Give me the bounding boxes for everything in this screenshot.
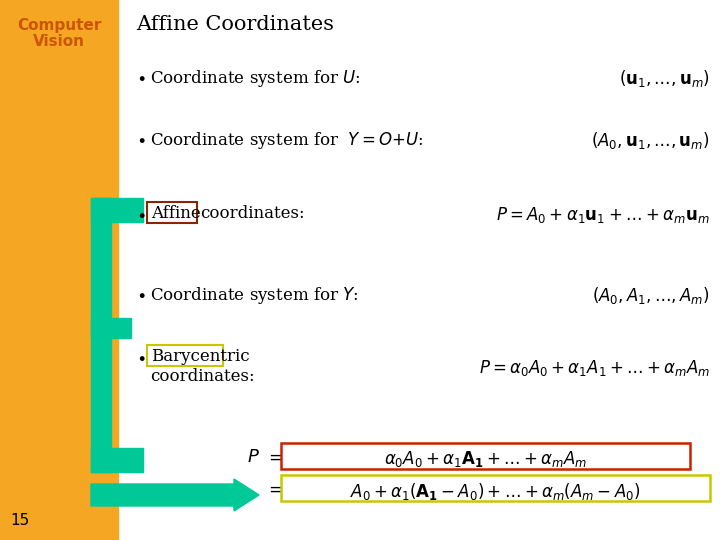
Text: Vision: Vision <box>33 34 85 49</box>
Text: $\alpha_0 A_0 + \alpha_1 \mathbf{A_1} + \ldots + \alpha_m A_m$: $\alpha_0 A_0 + \alpha_1 \mathbf{A_1} + … <box>384 449 587 469</box>
Text: $(A_0, A_1, \ldots, A_m)$: $(A_0, A_1, \ldots, A_m)$ <box>593 285 710 306</box>
Text: $\bullet$: $\bullet$ <box>136 348 145 366</box>
Bar <box>91 318 131 338</box>
Text: Affine: Affine <box>151 205 201 222</box>
Text: $P = A_0 + \alpha_1\mathbf{u}_1 + \ldots + \alpha_m\mathbf{u}_m$: $P = A_0 + \alpha_1\mathbf{u}_1 + \ldots… <box>496 205 710 225</box>
Text: 15: 15 <box>10 513 30 528</box>
Text: $P$: $P$ <box>247 448 260 466</box>
FancyBboxPatch shape <box>147 202 197 223</box>
Text: $(\mathbf{u}_1, \ldots, \mathbf{u}_m)$: $(\mathbf{u}_1, \ldots, \mathbf{u}_m)$ <box>619 68 710 89</box>
Bar <box>91 448 143 472</box>
Text: $\bullet$: $\bullet$ <box>136 285 145 303</box>
Bar <box>0 0 118 540</box>
Text: Coordinate system for $\mathit{Y}$:: Coordinate system for $\mathit{Y}$: <box>150 285 359 306</box>
Text: coordinates:: coordinates: <box>200 205 305 222</box>
Bar <box>91 198 143 222</box>
Text: Coordinate system for  $\mathit{Y{=}O{+}U}$:: Coordinate system for $\mathit{Y{=}O{+}U… <box>150 130 423 151</box>
Text: $\bullet$: $\bullet$ <box>136 68 145 86</box>
Text: Affine Coordinates: Affine Coordinates <box>136 15 334 34</box>
Text: $=$: $=$ <box>265 448 284 466</box>
Bar <box>91 198 111 472</box>
Text: $\bullet$: $\bullet$ <box>136 205 145 223</box>
Text: $=$: $=$ <box>265 480 284 498</box>
FancyBboxPatch shape <box>281 443 690 469</box>
Text: $P = \alpha_0 A_0 + \alpha_1 A_1 + \ldots + \alpha_m A_m$: $P = \alpha_0 A_0 + \alpha_1 A_1 + \ldot… <box>479 358 710 378</box>
FancyBboxPatch shape <box>147 345 223 366</box>
FancyArrow shape <box>91 479 259 511</box>
Text: $\bullet$: $\bullet$ <box>136 130 145 148</box>
Text: $(A_0, \mathbf{u}_1, \ldots, \mathbf{u}_m)$: $(A_0, \mathbf{u}_1, \ldots, \mathbf{u}_… <box>591 130 710 151</box>
Text: Barycentric: Barycentric <box>151 348 250 365</box>
FancyBboxPatch shape <box>281 475 710 501</box>
Text: coordinates:: coordinates: <box>150 368 255 385</box>
Text: Computer: Computer <box>17 18 102 33</box>
Text: $A_0 + \alpha_1(\mathbf{A_1} - A_0) + \ldots + \alpha_m(A_m - A_0)$: $A_0 + \alpha_1(\mathbf{A_1} - A_0) + \l… <box>351 481 641 502</box>
Text: Coordinate system for $\mathit{U}$:: Coordinate system for $\mathit{U}$: <box>150 68 361 89</box>
